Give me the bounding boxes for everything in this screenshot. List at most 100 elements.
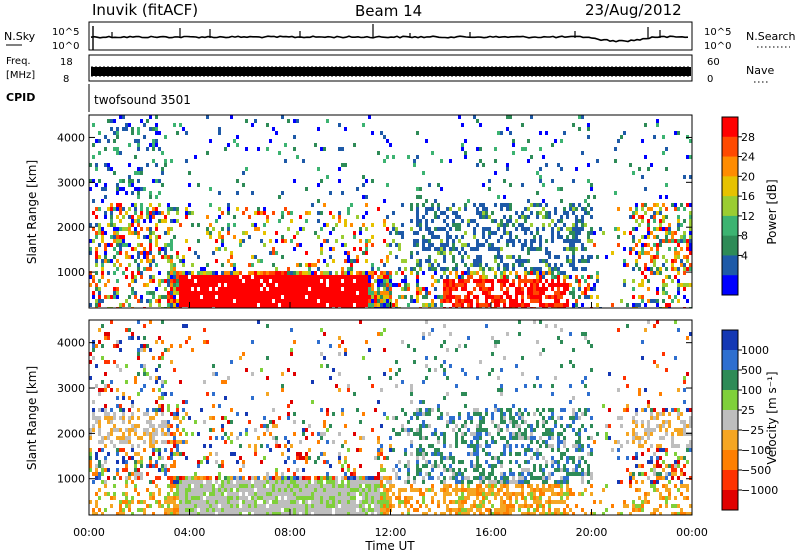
power-cell [536,291,539,295]
power-cell [212,299,215,303]
velocity-cell [206,340,209,344]
velocity-cell [533,436,536,440]
power-cell [326,119,329,123]
power-cell [425,223,428,227]
velocity-cell [218,464,221,468]
power-cell [182,283,185,287]
velocity-cell [275,508,278,512]
power-cell [353,235,356,239]
velocity-cell [101,468,104,472]
velocity-cell [134,432,137,436]
velocity-cell [494,492,497,496]
power-cell [461,279,464,283]
velocity-cell [98,428,101,432]
power-cell [656,255,659,259]
velocity-cell [131,472,134,476]
velocity-cell [230,480,233,484]
velocity-cell [233,500,236,504]
power-cell [575,227,578,231]
power-cell [581,215,584,219]
power-cell [566,239,569,243]
power-cell [242,275,245,279]
velocity-cell [248,492,251,496]
power-cell [470,219,473,223]
power-cell [464,243,467,247]
power-cell [269,303,272,307]
velocity-cell [473,488,476,492]
velocity-cell [503,420,506,424]
velocity-cell [539,444,542,448]
power-cell [530,231,533,235]
velocity-cell [263,424,266,428]
velocity-cell [266,480,269,484]
power-cell [476,243,479,247]
power-cell [197,183,200,187]
power-cell [671,259,674,263]
power-cell [116,187,119,191]
velocity-cell [182,408,185,412]
power-cell [476,299,479,303]
velocity-cell [305,492,308,496]
velocity-cell [377,500,380,504]
velocity-cell [326,508,329,512]
power-cell [440,227,443,231]
velocity-cell [323,484,326,488]
power-cell [677,279,680,283]
power-cell [362,223,365,227]
velocity-cell [377,492,380,496]
power-cell [257,259,260,263]
power-cell [581,243,584,247]
power-cell [281,271,284,275]
power-cell [281,239,284,243]
velocity-cell [380,452,383,456]
power-cell [572,259,575,263]
power-cell [542,207,545,211]
power-cell [335,275,338,279]
velocity-cell [422,492,425,496]
velocity-cell [122,448,125,452]
power-cell [155,243,158,247]
power-cell [131,191,134,195]
velocity-cell [458,416,461,420]
velocity-cell [428,412,431,416]
power-cell [95,299,98,303]
velocity-cell [311,492,314,496]
velocity-cell [449,468,452,472]
power-cell [671,279,674,283]
power-cell [467,199,470,203]
power-cell [101,267,104,271]
power-cell [536,227,539,231]
power-cell [410,255,413,259]
power-cell [146,235,149,239]
velocity-cell [299,504,302,508]
velocity-cell [443,492,446,496]
velocity-cell [110,380,113,384]
power-cell [362,291,365,295]
power-cell [686,259,689,263]
power-cell [107,223,110,227]
power-cell [629,207,632,211]
power-cell [377,275,380,279]
velocity-cell [212,492,215,496]
power-cell [683,263,686,267]
velocity-cell [242,492,245,496]
power-cell [524,271,527,275]
power-cell [434,259,437,263]
velocity-cell [221,460,224,464]
power-cell [554,283,557,287]
velocity-cell [191,496,194,500]
velocity-cell [527,444,530,448]
power-cell [269,299,272,303]
power-cell [107,271,110,275]
power-cell [677,131,680,135]
velocity-cell [143,412,146,416]
power-cell [647,167,650,171]
power-ytick-0: 1000 [57,266,85,279]
power-cell [314,295,317,299]
velocity-cell [368,484,371,488]
velocity-cell [377,440,380,444]
power-cell [395,271,398,275]
power-cell [683,271,686,275]
power-cell [101,271,104,275]
velocity-cell [149,456,152,460]
